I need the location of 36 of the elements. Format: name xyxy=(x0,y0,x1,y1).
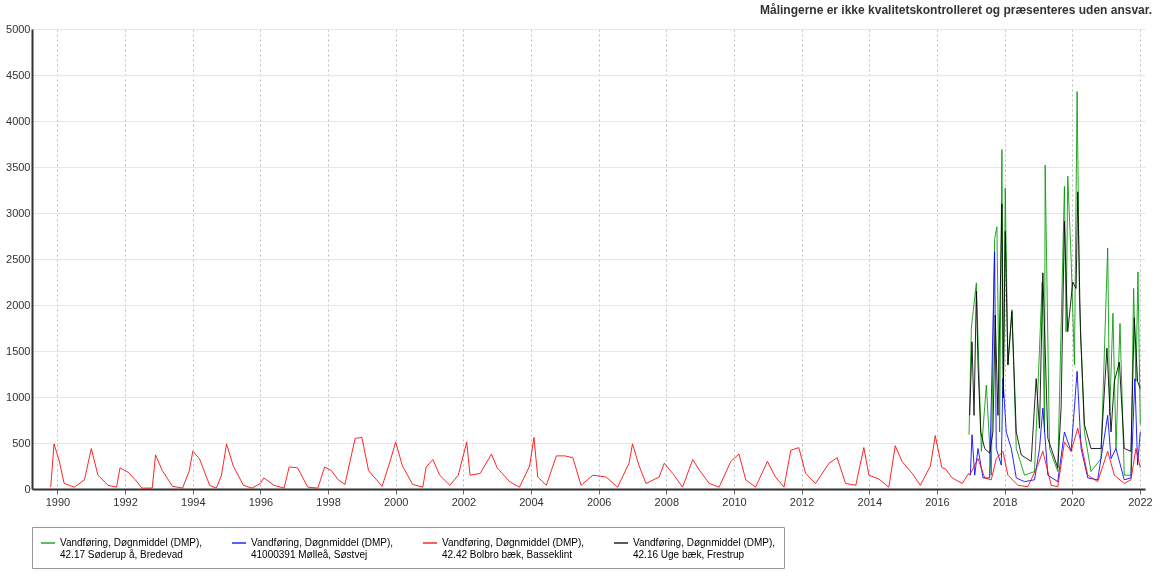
y-tick-label: 3000 xyxy=(6,206,31,219)
y-tick-label: 500 xyxy=(12,436,31,449)
x-tick-label: 2008 xyxy=(654,495,680,508)
legend-label: Vandføring, Døgnmiddel (DMP), 42.17 Søderup å, Bredevad xyxy=(60,537,203,560)
y-tick-label: 4500 xyxy=(6,68,31,81)
x-tick-label: 1998 xyxy=(316,495,341,508)
y-tick-label: 2500 xyxy=(6,252,31,265)
x-tick-label: 2014 xyxy=(857,495,883,508)
x-tick-label: 1990 xyxy=(45,495,71,508)
x-tick-label: 2018 xyxy=(992,495,1018,508)
y-tick-label: 1000 xyxy=(6,390,31,403)
legend-label: Vandføring, Døgnmiddel (DMP), 41000391 Mølleå, Søstvej xyxy=(251,537,394,560)
x-tick-label: 2002 xyxy=(451,495,477,508)
y-tick-label: 2000 xyxy=(6,298,31,311)
x-tick-label: 1994 xyxy=(181,495,206,508)
x-tick-label: 2012 xyxy=(789,495,815,508)
legend-label: Vandføring, Døgnmiddel (DMP), 42.42 Bolbro bæk, Basseklint xyxy=(442,537,585,560)
legend-label: Vandføring, Døgnmiddel (DMP), 42.16 Uge bæk, Frestrup xyxy=(633,537,776,560)
x-tick-label: 2006 xyxy=(586,495,612,508)
chart-title: Målingerne er ikke kvalitetskontrolleret og præsenteres uden ansvar. xyxy=(759,3,1153,17)
y-tick-label: 3500 xyxy=(6,160,31,173)
y-tick-label: 1500 xyxy=(6,344,31,357)
x-tick-label: 2022 xyxy=(1128,495,1153,508)
x-tick-label: 2000 xyxy=(383,495,409,508)
x-tick-label: 2020 xyxy=(1060,495,1085,508)
line-series xyxy=(50,427,1141,489)
y-tick-label: 4000 xyxy=(6,114,31,127)
x-tick-label: 2016 xyxy=(925,495,950,508)
y-tick-label: 5000 xyxy=(6,22,31,35)
x-tick-label: 1996 xyxy=(248,495,274,508)
x-tick-label: 2004 xyxy=(519,495,544,508)
line-series xyxy=(969,191,1141,469)
x-tick-label: 1992 xyxy=(113,495,138,508)
line-series xyxy=(969,251,1141,483)
y-tick-label: 0 xyxy=(24,482,31,495)
x-tick-label: 2010 xyxy=(722,495,747,508)
